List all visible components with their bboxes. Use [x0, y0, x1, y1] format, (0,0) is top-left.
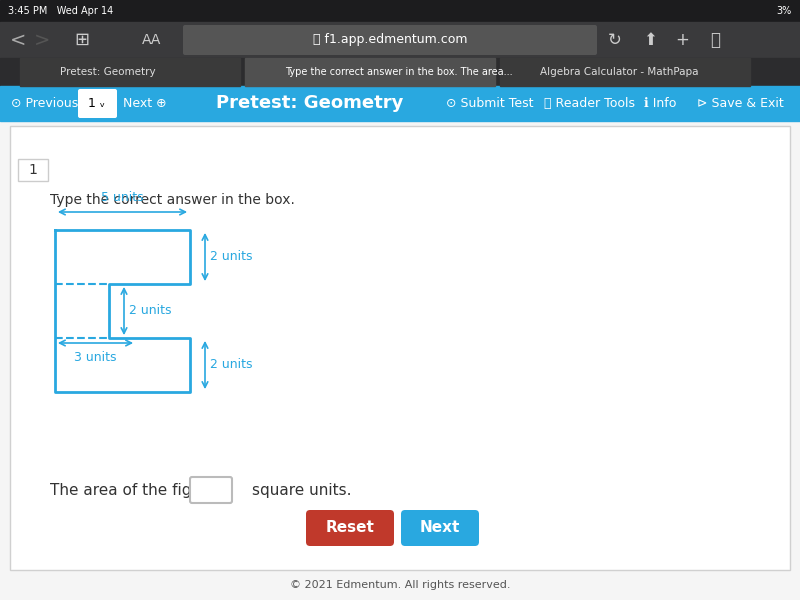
Bar	[0, 22, 800, 58]
Text: ⬆: ⬆	[643, 31, 657, 49]
Text: Next ⊕: Next ⊕	[123, 97, 167, 110]
Text: square units.: square units.	[252, 482, 351, 497]
FancyBboxPatch shape	[306, 510, 394, 546]
Text: Pretest: Geometry: Pretest: Geometry	[216, 94, 404, 113]
Text: 3%: 3%	[777, 6, 792, 16]
Text: 2 units: 2 units	[129, 304, 171, 317]
Bar	[10, 126, 790, 570]
Text: ⊳ Save & Exit: ⊳ Save & Exit	[697, 97, 783, 110]
Bar	[0, 58, 800, 86]
Bar	[0, 0, 800, 22]
Text: ⊙ Previous: ⊙ Previous	[11, 97, 78, 110]
Text: ⊙ Submit Test: ⊙ Submit Test	[446, 97, 534, 110]
FancyBboxPatch shape	[190, 477, 232, 503]
FancyBboxPatch shape	[401, 510, 479, 546]
Bar	[20, 58, 240, 86]
Bar	[0, 86, 800, 121]
Text: Type the correct answer in the box. The area...: Type the correct answer in the box. The …	[285, 67, 513, 77]
Text: ⊞: ⊞	[74, 31, 90, 49]
FancyBboxPatch shape	[183, 25, 597, 55]
FancyBboxPatch shape	[78, 89, 117, 118]
Text: Type the correct answer in the box.: Type the correct answer in the box.	[50, 193, 295, 207]
Text: © 2021 Edmentum. All rights reserved.: © 2021 Edmentum. All rights reserved.	[290, 580, 510, 590]
Text: 🔧 Reader Tools: 🔧 Reader Tools	[545, 97, 635, 110]
Text: 1 ᵥ: 1 ᵥ	[89, 97, 106, 110]
Text: AA: AA	[142, 33, 162, 47]
Text: ℹ Info: ℹ Info	[644, 97, 676, 110]
Bar	[18, 159, 48, 181]
Text: Reset: Reset	[326, 520, 374, 535]
Text: 5 units: 5 units	[101, 191, 144, 204]
Text: ↻: ↻	[608, 31, 622, 49]
Text: >: >	[34, 31, 50, 49]
Text: 🔒 f1.app.edmentum.com: 🔒 f1.app.edmentum.com	[313, 34, 467, 46]
Bar	[245, 58, 495, 86]
Text: ⧉: ⧉	[710, 31, 720, 49]
Text: Algebra Calculator - MathPapa: Algebra Calculator - MathPapa	[540, 67, 698, 77]
Text: Next: Next	[420, 520, 460, 535]
Text: 3 units: 3 units	[74, 351, 117, 364]
Bar	[500, 58, 750, 86]
Text: 2 units: 2 units	[210, 251, 253, 263]
Text: The area of the figure is: The area of the figure is	[50, 482, 234, 497]
Text: Pretest: Geometry: Pretest: Geometry	[60, 67, 156, 77]
Text: 2 units: 2 units	[210, 358, 253, 371]
Text: 1: 1	[29, 163, 38, 177]
Text: 3:45 PM   Wed Apr 14: 3:45 PM Wed Apr 14	[8, 6, 114, 16]
Text: +: +	[675, 31, 689, 49]
Text: <: <	[10, 31, 26, 49]
